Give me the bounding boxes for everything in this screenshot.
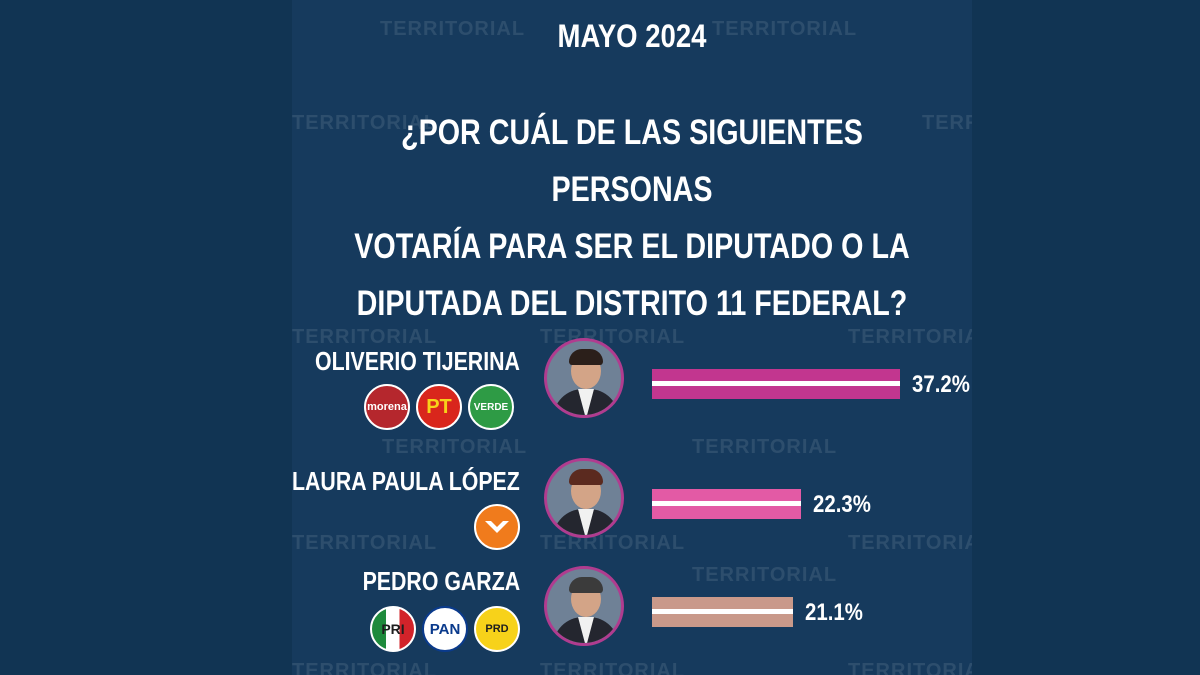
watermark-text: TERRITORIAL <box>848 660 972 675</box>
watermark-text: TERRITORIAL <box>712 18 858 40</box>
watermark-text: TERRITORIAL <box>380 18 526 40</box>
question-line: ¿POR CUÁL DE LAS SIGUIENTES PERSONAS <box>401 113 863 209</box>
bar-pedro-garza <box>652 597 793 627</box>
watermark-text: TERRITORIAL <box>848 326 972 348</box>
question-line: DIPUTADA DEL DISTRITO 11 FEDERAL? <box>356 284 908 323</box>
data-label: 21.1% <box>804 599 863 626</box>
prd-logo-icon: PRD <box>474 606 520 652</box>
data-label: 37.2% <box>912 371 970 398</box>
party-logos: PRI PAN PRD <box>370 606 520 652</box>
movimiento-ciudadano-logo-icon <box>474 504 520 550</box>
watermark-text: TERRITORIAL <box>922 112 972 134</box>
candidate-photo <box>544 458 624 538</box>
infographic-panel: TERRITORIAL TERRITORIAL TERRITORIAL TERRITO… <box>292 0 972 675</box>
pri-logo-icon: PRI <box>370 606 416 652</box>
candidate-photo <box>544 566 624 646</box>
watermark-text: TERRITORIAL <box>692 564 838 586</box>
question-line: VOTARÍA PARA SER EL DIPUTADO O LA <box>354 227 910 266</box>
watermark-text: TERRITORIAL <box>540 532 686 554</box>
watermark-text: TERRITORIAL <box>692 436 838 458</box>
bar-oliverio-tijerina <box>652 369 900 399</box>
left-background <box>0 0 292 675</box>
pt-logo-icon: PT <box>416 384 462 430</box>
watermark-text: TERRITORIAL <box>292 660 438 675</box>
party-logos: morena PT VERDE <box>364 384 514 430</box>
verde-logo-icon: VERDE <box>468 384 514 430</box>
watermark-text: TERRITORIAL <box>382 436 528 458</box>
candidate-photo <box>544 338 624 418</box>
party-logos <box>474 504 520 550</box>
candidate-name: LAURA PAULA LÓPEZ <box>292 466 520 496</box>
survey-question: ¿POR CUÁL DE LAS SIGUIENTES PERSONAS VOT… <box>353 104 911 332</box>
watermark-text: TERRITORIAL <box>292 112 438 134</box>
candidate-name: PEDRO GARZA <box>362 566 520 596</box>
bar-laura-paula-lopez <box>652 489 801 519</box>
watermark-text: TERRITORIAL <box>540 660 686 675</box>
watermark-text: TERRITORIAL <box>292 532 438 554</box>
morena-logo-icon: morena <box>364 384 410 430</box>
data-label: 22.3% <box>812 491 871 518</box>
watermark-text: TERRITORIAL <box>292 326 438 348</box>
survey-month: MAYO 2024 <box>557 18 707 54</box>
watermark-text: TERRITORIAL <box>848 532 972 554</box>
pan-logo-icon: PAN <box>422 606 468 652</box>
candidate-name: OLIVERIO TIJERINA <box>315 346 520 376</box>
right-background <box>972 0 1200 675</box>
